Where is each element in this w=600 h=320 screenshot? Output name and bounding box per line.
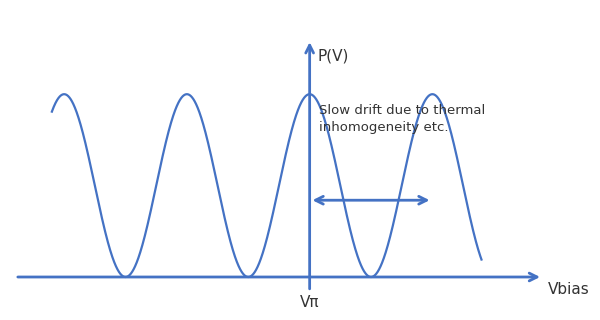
Text: P(V): P(V) — [317, 49, 349, 63]
Text: Vbias: Vbias — [548, 283, 590, 298]
Text: Slow drift due to thermal
inhomogeneity etc.: Slow drift due to thermal inhomogeneity … — [319, 104, 485, 134]
Text: Vπ: Vπ — [300, 295, 319, 310]
